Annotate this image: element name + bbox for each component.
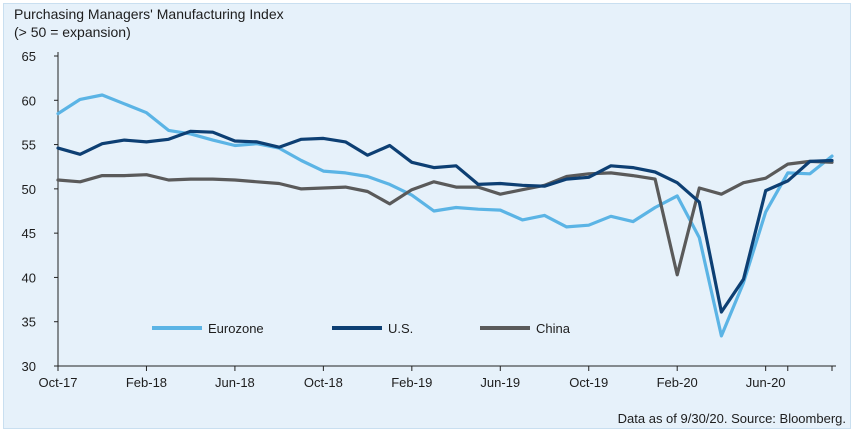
legend-label: U.S.	[388, 321, 413, 336]
legend-label: Eurozone	[208, 321, 264, 336]
chart-title: Purchasing Managers' Manufacturing Index	[14, 6, 284, 22]
source-note: Data as of 9/30/20. Source: Bloomberg.	[617, 411, 846, 426]
x-tick-label: Feb-20	[657, 375, 698, 390]
x-tick-label: Jun-18	[215, 375, 255, 390]
legend-label: China	[536, 321, 571, 336]
x-tick-label: Oct-19	[569, 375, 608, 390]
y-tick-label: 55	[22, 138, 36, 153]
series-line-china	[56, 159, 834, 277]
y-tick-label: 50	[22, 182, 36, 197]
y-tick-label: 45	[22, 226, 36, 241]
y-tick-label: 60	[22, 93, 36, 108]
series-line-us	[56, 129, 834, 314]
chart-panel	[3, 3, 851, 429]
chart-subtitle: (> 50 = expansion)	[14, 24, 131, 40]
y-tick-label: 65	[22, 49, 36, 64]
y-tick-label: 40	[22, 270, 36, 285]
x-tick-label: Oct-17	[38, 375, 77, 390]
x-tick-label: Feb-18	[126, 375, 167, 390]
x-tick-label: Feb-19	[391, 375, 432, 390]
x-tick-label: Jun-19	[480, 375, 520, 390]
x-tick-label: Oct-18	[304, 375, 343, 390]
x-tick-label: Jun-20	[746, 375, 786, 390]
y-tick-label: 35	[22, 315, 36, 330]
series-line-eurozone	[56, 93, 834, 338]
y-tick-label: 30	[22, 359, 36, 374]
